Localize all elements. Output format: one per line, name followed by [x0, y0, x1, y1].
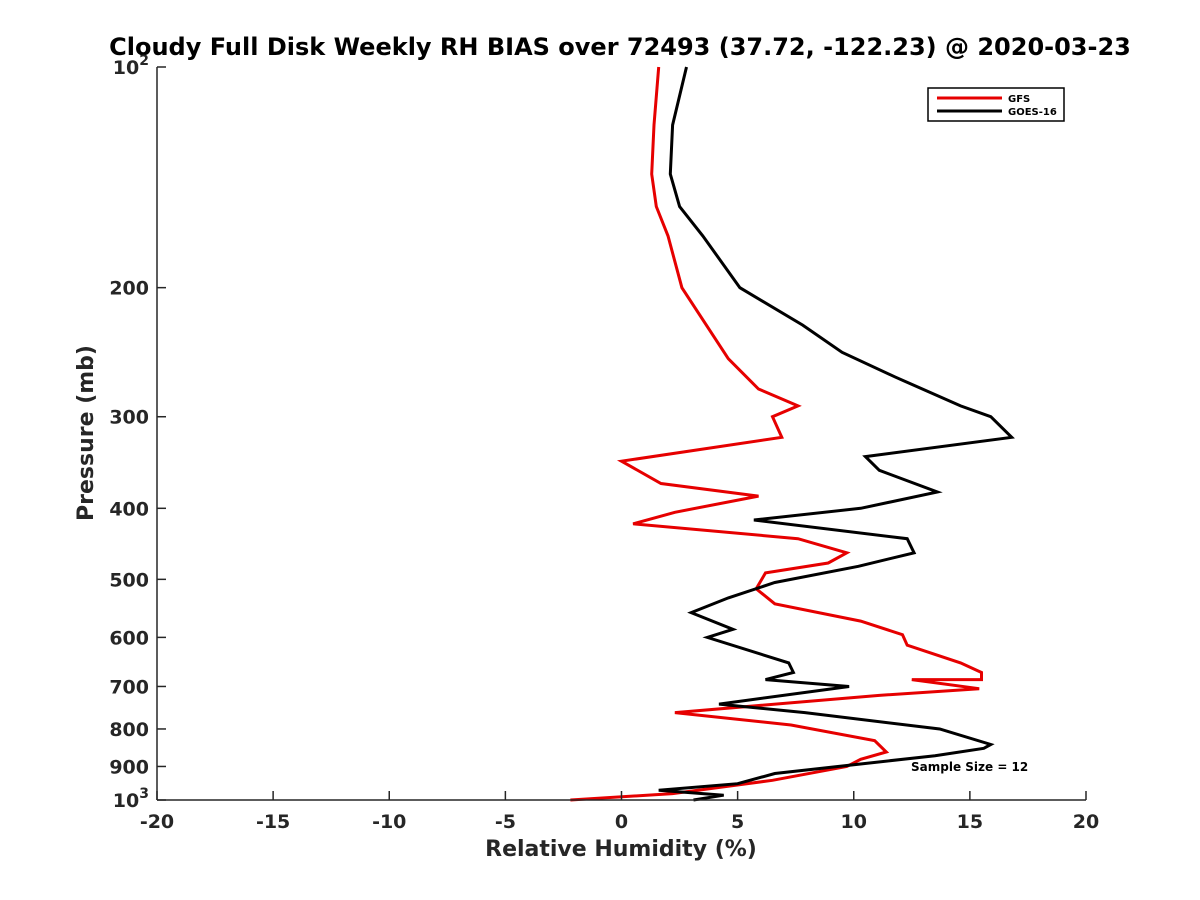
y-tick-label: 800 — [109, 719, 149, 741]
x-axis-label: Relative Humidity (%) — [485, 837, 757, 862]
y-tick-label: 700 — [109, 676, 149, 698]
legend: GFS GOES-16 — [927, 87, 1065, 122]
y-tick-label: 400 — [109, 498, 149, 520]
x-tick-label: -10 — [372, 811, 406, 833]
y-tick-label: 200 — [109, 278, 149, 300]
series-layer — [570, 66, 1015, 802]
y-tick-label: 103 — [113, 786, 149, 812]
x-tick-label: 5 — [731, 811, 744, 833]
ticks-layer: -20 -15 -10 -5 0 5 10 15 20 102 200 300 400 500 600 700… — [109, 53, 1099, 833]
x-tick-label: 0 — [615, 811, 628, 833]
x-tick-label: 10 — [841, 811, 867, 833]
x-tick-label: -15 — [256, 811, 290, 833]
x-tick-label: 15 — [957, 811, 983, 833]
y-tick-label: 500 — [109, 569, 149, 591]
legend-box — [927, 87, 1065, 122]
series-line-goes-16 — [658, 66, 1015, 802]
x-tick-label: -5 — [495, 811, 516, 833]
x-tick-label: 20 — [1073, 811, 1099, 833]
y-tick-label: 600 — [109, 627, 149, 649]
legend-label: GFS — [1008, 94, 1030, 105]
x-tick-label: -20 — [140, 811, 174, 833]
sample-size-annotation: Sample Size = 12 — [911, 760, 1028, 774]
series-line-gfs — [570, 66, 983, 802]
y-axis-label: Pressure (mb) — [74, 345, 99, 521]
legend-label: GOES-16 — [1008, 107, 1057, 118]
chart-title: Cloudy Full Disk Weekly RH BIAS over 724… — [109, 33, 1131, 61]
y-tick-label: 900 — [109, 756, 149, 778]
y-tick-label: 300 — [109, 407, 149, 429]
y-tick-label: 102 — [113, 53, 149, 79]
